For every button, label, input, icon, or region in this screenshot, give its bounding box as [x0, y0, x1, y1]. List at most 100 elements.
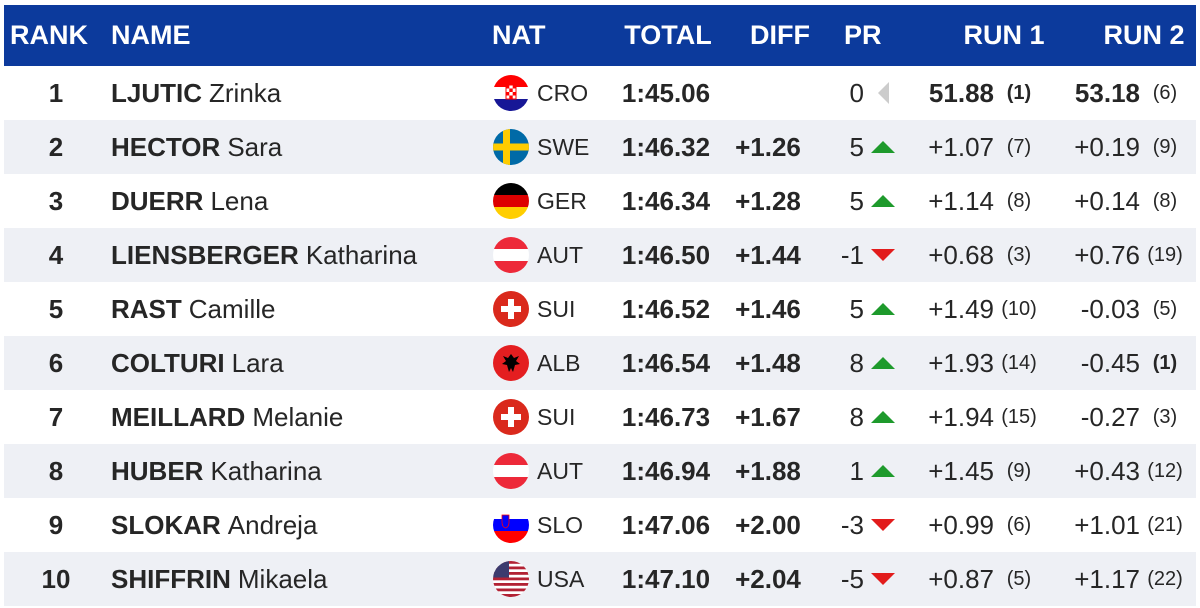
austria-flag-icon [490, 228, 532, 282]
run1-time: +1.93 [928, 347, 994, 378]
athlete-firstname: Lara [231, 347, 284, 378]
table-row[interactable]: 8 HUBER Katharina AUT 1:46.94 +1.88 1 +1.45 (9) +… [4, 444, 1196, 498]
arrow-down-icon [871, 573, 895, 585]
athlete-name[interactable]: LJUTIC Zrinka [111, 66, 491, 120]
arrow-down-icon [871, 249, 895, 261]
rank-cell: 9 [48, 509, 64, 540]
run2-time: +0.43 [1074, 455, 1140, 486]
arrow-up-icon [871, 465, 895, 477]
run2-time: +0.14 [1074, 185, 1140, 216]
run1-rank: (10) [1001, 297, 1037, 320]
run1-rank: (1) [1006, 81, 1032, 104]
run1-rank: (7) [1006, 135, 1032, 158]
nation-code: SUI [537, 403, 576, 430]
athlete-surname: MEILLARD [111, 401, 246, 432]
results-table: RANK NAME NAT TOTAL DIFF PR RUN 1 RUN 2 … [4, 5, 1196, 606]
germany-flag-icon [490, 174, 532, 228]
nation-code: SUI [537, 295, 576, 322]
arrow-up-icon [871, 357, 895, 369]
diff-time [726, 66, 810, 120]
total-time: 1:46.52 [621, 293, 711, 324]
athlete-name[interactable]: HUBER Katharina [111, 444, 491, 498]
position-change: 8 [849, 401, 864, 432]
switzerland-flag-icon [490, 390, 532, 444]
nation-code: USA [537, 565, 585, 592]
athlete-name[interactable]: HECTOR Sara [111, 120, 491, 174]
table-row[interactable]: 10 SHIFFRIN Mikaela USA 1:47.10 +2.04 -5 +0.87 (… [4, 552, 1196, 606]
position-change: 1 [849, 455, 864, 486]
position-change: 0 [849, 77, 864, 108]
table-row[interactable]: 4 LIENSBERGER Katharina AUT 1:46.50 +1.44 -1 +0… [4, 228, 1196, 282]
table-row[interactable]: 2 HECTOR Sara SWE 1:46.32 +1.26 5 +1.07 (7) +0.19… [4, 120, 1196, 174]
table-row[interactable]: 1 LJUTIC Zrinka CRO 1:45.06 0 51.88 (1) 53.18 (6) [4, 66, 1196, 120]
athlete-firstname: Sara [227, 131, 283, 162]
athlete-name[interactable]: COLTURI Lara [111, 336, 491, 390]
run2-rank: (12) [1147, 459, 1183, 482]
position-change-indicator [870, 498, 896, 552]
nation-code: ALB [537, 349, 581, 376]
run1-rank: (6) [1006, 513, 1032, 536]
table-row[interactable]: 3 DUERR Lena GER 1:46.34 +1.28 5 +1.14 (8) +0.14 (… [4, 174, 1196, 228]
table-row[interactable]: 7 MEILLARD Melanie SUI 1:46.73 +1.67 8 +1.94 (15… [4, 390, 1196, 444]
run2-time: -0.27 [1080, 401, 1140, 432]
arrow-up-icon [871, 303, 895, 315]
run1-rank: (14) [1001, 351, 1037, 374]
run2-time: +0.76 [1074, 239, 1140, 270]
athlete-firstname: Andreja [227, 509, 318, 540]
run1-rank: (9) [1006, 459, 1032, 482]
total-time: 1:46.54 [621, 347, 711, 378]
athlete-name[interactable]: MEILLARD Melanie [111, 390, 491, 444]
athlete-surname: DUERR [111, 185, 204, 216]
position-change-indicator [870, 552, 896, 606]
header-pr[interactable]: PR [844, 20, 882, 50]
position-change: -5 [840, 563, 864, 594]
total-time: 1:47.06 [621, 509, 711, 540]
switzerland-flag-icon [490, 282, 532, 336]
athlete-name[interactable]: SHIFFRIN Mikaela [111, 552, 491, 606]
position-change-indicator [870, 228, 896, 282]
nation-code: SWE [537, 133, 590, 160]
arrow-left-icon [877, 82, 889, 104]
header-run1[interactable]: RUN 1 [963, 20, 1045, 50]
run2-rank: (21) [1147, 513, 1183, 536]
total-time: 1:46.94 [621, 455, 711, 486]
run1-rank: (5) [1006, 567, 1032, 590]
table-row[interactable]: 5 RAST Camille SUI 1:46.52 +1.46 5 +1.49 (10) -0.… [4, 282, 1196, 336]
rank-cell: 10 [41, 563, 71, 594]
athlete-surname: SHIFFRIN [111, 563, 231, 594]
run2-rank: (3) [1152, 405, 1178, 428]
nation-code: CRO [537, 79, 589, 106]
athlete-name[interactable]: SLOKAR Andreja [111, 498, 491, 552]
run2-rank: (6) [1152, 81, 1178, 104]
athlete-firstname: Katharina [210, 455, 322, 486]
athlete-name[interactable]: RAST Camille [111, 282, 491, 336]
header-name[interactable]: NAME [111, 20, 191, 50]
athlete-surname: LIENSBERGER [111, 239, 299, 270]
total-time: 1:46.34 [621, 185, 711, 216]
table-body: 1 LJUTIC Zrinka CRO 1:45.06 0 51.88 (1) 53.18 (6)… [4, 66, 1196, 606]
diff-time: +2.04 [735, 563, 801, 594]
position-change: 5 [849, 293, 864, 324]
position-change-indicator [870, 282, 896, 336]
header-run2[interactable]: RUN 2 [1103, 20, 1185, 50]
athlete-surname: HECTOR [111, 131, 221, 162]
athlete-surname: COLTURI [111, 347, 225, 378]
position-change-indicator [870, 444, 896, 498]
header-total[interactable]: TOTAL [624, 20, 712, 50]
run1-rank: (8) [1006, 189, 1032, 212]
arrow-up-icon [871, 141, 895, 153]
athlete-name[interactable]: LIENSBERGER Katharina [111, 228, 491, 282]
position-change: 5 [849, 185, 864, 216]
header-diff[interactable]: DIFF [750, 20, 810, 50]
table-row[interactable]: 9 SLOKAR Andreja SLO 1:47.06 +2.00 -3 +0.99 (6) +… [4, 498, 1196, 552]
athlete-name[interactable]: DUERR Lena [111, 174, 491, 228]
header-nat[interactable]: NAT [492, 20, 546, 50]
header-rank[interactable]: RANK [10, 20, 88, 50]
table-row[interactable]: 6 COLTURI Lara ALB 1:46.54 +1.48 8 +1.93 (14) -0.… [4, 336, 1196, 390]
athlete-surname: RAST [111, 293, 182, 324]
sweden-flag-icon [490, 120, 532, 174]
diff-time: +1.26 [735, 131, 801, 162]
nation-code: AUT [537, 241, 583, 268]
croatia-flag-icon [490, 66, 532, 120]
albania-flag-icon [490, 336, 532, 390]
